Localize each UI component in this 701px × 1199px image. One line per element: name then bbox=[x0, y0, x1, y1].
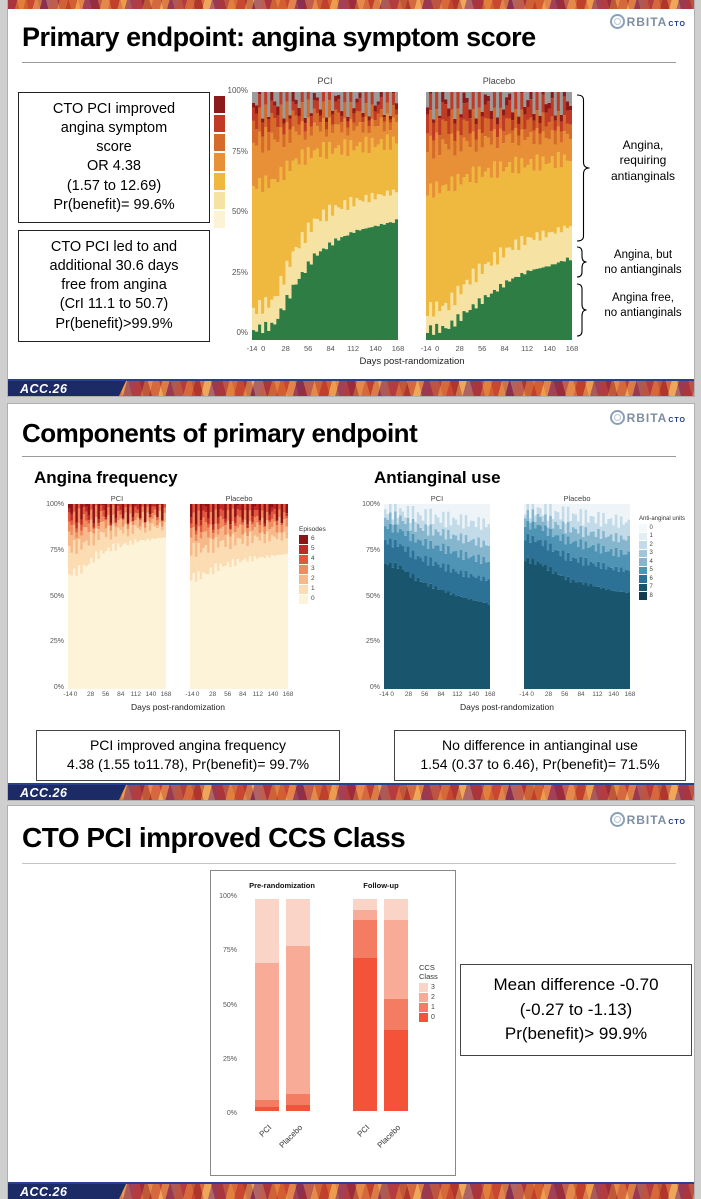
orbita-cto-logo: RBITA CTO bbox=[609, 812, 686, 827]
chart-panel-frequency-pci bbox=[68, 504, 166, 689]
slide2-title: Components of primary endpoint bbox=[22, 418, 676, 457]
chart-panel-antianginal-placebo bbox=[524, 504, 630, 689]
orbita-cto-logo: RBITA CTO bbox=[609, 14, 686, 29]
logo-sub: CTO bbox=[668, 21, 686, 28]
x-axis-ticks: -14 0 28 56 84 112 140 168 bbox=[63, 691, 172, 698]
panel-title-pci: PCI bbox=[110, 494, 124, 503]
acc26-label: ACC.26 bbox=[8, 381, 126, 396]
bar-pre-placebo bbox=[286, 899, 310, 1111]
orbita-cto-logo: RBITA CTO bbox=[609, 410, 686, 425]
logo-sub: CTO bbox=[668, 819, 686, 826]
legend-antianginal-units: Anti-anginal units 0 1 2 3 4 5 6 7 8 bbox=[639, 516, 686, 600]
subtitle-antianginal-use: Antianginal use bbox=[374, 468, 501, 487]
acc26-label: ACC.26 bbox=[8, 1184, 126, 1199]
result-box-angina-frequency: PCI improved angina frequency 4.38 (1.55 … bbox=[36, 730, 340, 781]
group-label-follow-up: Follow-up bbox=[363, 881, 399, 890]
footer-mosaic-strip bbox=[8, 381, 694, 396]
result-box-angina-free-days: CTO PCI led to and additional 30.6 days fr… bbox=[18, 230, 210, 342]
logo-brand: RBITA bbox=[626, 812, 668, 827]
x-axis-ticks-placebo: -14 0 28 56 84 112 140 168 bbox=[420, 344, 579, 353]
annotation-angina-no-antianginals: Angina, but no antianginals bbox=[604, 249, 682, 276]
y-axis-labels: 100% 75% 50% 25% 0% bbox=[46, 501, 64, 691]
x-axis-label: Days post-randomization bbox=[359, 356, 465, 367]
chart-panel-frequency-placebo bbox=[190, 504, 288, 689]
chart-panel-pci bbox=[252, 92, 398, 340]
annotation-angina-free: Angina free, no antianginals bbox=[604, 292, 682, 319]
legend-episodes: Episodes 6 5 4 3 2 1 0 bbox=[299, 526, 326, 604]
acc-banner: ACC.26 bbox=[8, 783, 694, 800]
bar-pre-pci bbox=[255, 899, 279, 1111]
brace-angina-no-antianginals bbox=[576, 246, 587, 278]
mosaic-top-strip bbox=[8, 0, 694, 9]
group-label-pre-randomization: Pre-randomization bbox=[249, 881, 315, 890]
panel-title-placebo: Placebo bbox=[225, 494, 253, 503]
footer-mosaic-strip bbox=[8, 785, 694, 800]
logo-brand: RBITA bbox=[626, 410, 668, 425]
slide-components-of-primary-endpoint: RBITA CTO Components of primary endpoint … bbox=[8, 404, 694, 800]
result-box-antianginal-use: No difference in antianginal use 1.54 (0.… bbox=[394, 730, 686, 781]
x-axis-label: Days post-randomization bbox=[130, 702, 225, 712]
x-axis-ticks: -14 0 28 56 84 112 140 168 bbox=[379, 691, 496, 698]
bar-followup-placebo bbox=[384, 899, 408, 1111]
logo-sub: CTO bbox=[668, 417, 686, 424]
brace-angina-free bbox=[576, 283, 587, 337]
y-axis-labels: 100% 75% 50% 25% 0% bbox=[219, 893, 237, 1117]
brace-angina-requiring bbox=[576, 94, 590, 242]
chart-panel-antianginal-pci bbox=[384, 504, 490, 689]
result-box-odds-ratio: CTO PCI improved angina symptom score OR 4.… bbox=[18, 92, 210, 223]
acc-banner: ACC.26 bbox=[8, 379, 694, 396]
logo-ring-icon bbox=[609, 812, 625, 827]
bar-followup-pci bbox=[353, 899, 377, 1111]
acc26-label: ACC.26 bbox=[8, 785, 126, 800]
panel-title-placebo: Placebo bbox=[563, 494, 591, 503]
x-axis-ticks-pci: -14 0 28 56 84 112 140 168 bbox=[246, 344, 405, 353]
logo-ring-icon bbox=[609, 410, 625, 425]
panel-title-pci: PCI bbox=[430, 494, 444, 503]
y-axis-labels: 100% 75% 50% 25% 0% bbox=[227, 86, 248, 337]
ordinal-color-legend-strip bbox=[214, 96, 225, 228]
x-axis-ticks: -14 0 28 56 84 112 140 168 bbox=[185, 691, 294, 698]
acc-banner: ACC.26 bbox=[8, 1182, 694, 1199]
legend-ccs-class: CCS Class 3 2 1 0 bbox=[419, 963, 438, 1022]
subtitle-angina-frequency: Angina frequency bbox=[34, 468, 178, 487]
logo-brand: RBITA bbox=[626, 14, 668, 29]
slide3-title: CTO PCI improved CCS Class bbox=[22, 822, 676, 864]
ccs-chart-frame: Pre-randomization Follow-up 100% 75% 50% 25… bbox=[210, 870, 456, 1176]
slide-ccs-class: RBITA CTO CTO PCI improved CCS Class Pre-… bbox=[8, 806, 694, 1199]
chart-panel-placebo bbox=[426, 92, 572, 340]
x-axis-ticks: -14 0 28 56 84 112 140 168 bbox=[519, 691, 636, 698]
logo-ring-icon bbox=[609, 14, 625, 29]
slide1-title: Primary endpoint: angina symptom score bbox=[22, 22, 676, 63]
panel-title-placebo: Placebo bbox=[482, 76, 516, 86]
annotation-angina-requiring: Angina, requiring antianginals bbox=[610, 138, 676, 183]
x-axis-label: Days post-randomization bbox=[459, 702, 554, 712]
y-axis-labels: 100% 75% 50% 25% 0% bbox=[362, 501, 380, 691]
footer-mosaic-strip bbox=[8, 1184, 694, 1199]
result-box-mean-difference: Mean difference -0.70 (-0.27 to -1.13) Pr(… bbox=[460, 964, 692, 1056]
panel-title-pci: PCI bbox=[317, 76, 333, 86]
slide-primary-endpoint: RBITA CTO Primary endpoint: angina sympto… bbox=[8, 0, 694, 396]
